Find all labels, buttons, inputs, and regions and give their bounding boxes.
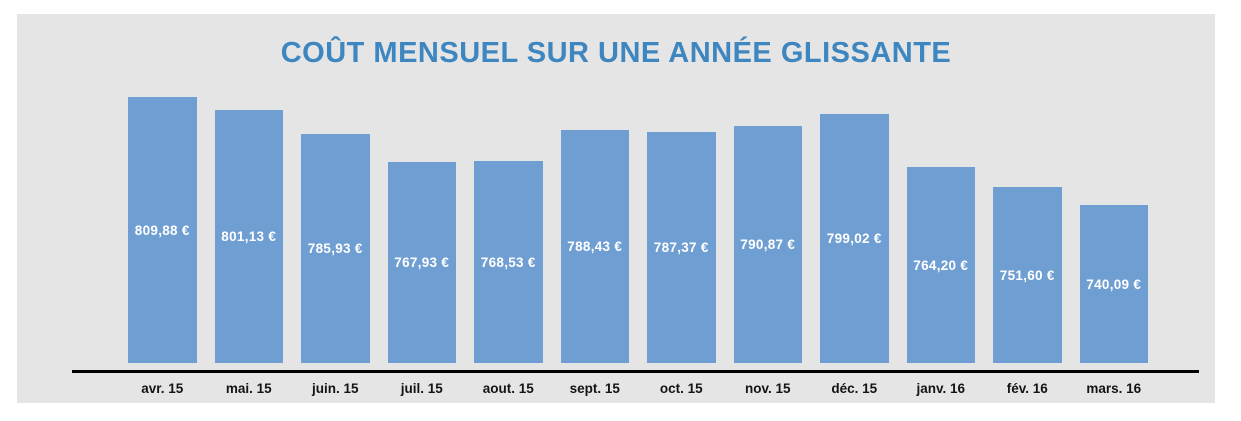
x-axis-label-7: oct. 15 — [659, 381, 703, 396]
bar-column-5: 768,53 € — [474, 161, 543, 363]
bar-column-11: 751,60 € — [993, 187, 1062, 363]
x-axis-label-6: sept. 15 — [569, 381, 620, 396]
bar-value-label: 740,09 € — [1086, 276, 1142, 292]
x-axis-label-9: déc. 15 — [831, 381, 878, 396]
x-axis-label-4: juil. 15 — [400, 381, 443, 396]
bar-value-label: 799,02 € — [826, 231, 882, 246]
x-axis-label-8: nov. 15 — [744, 381, 791, 396]
bar-column-1: 809,88 € — [128, 97, 197, 363]
bar-value-label: 764,20 € — [913, 257, 969, 273]
bar-value-label: 768,53 € — [480, 254, 536, 270]
bar-column-6: 788,43 € — [560, 130, 629, 363]
x-axis-label-10: janv. 16 — [916, 381, 966, 396]
x-axis-label-5: aout. 15 — [482, 381, 534, 396]
bar-column-8: 790,87 € — [733, 126, 802, 363]
bar-series: 809,88 € 801,13 € 785,93 € 767,93 € 768,… — [128, 81, 1148, 363]
x-axis-label-3: juin. 15 — [311, 381, 359, 396]
bar-column-4: 767,93 € — [387, 162, 456, 363]
bar-value-label: 787,37 € — [653, 240, 709, 255]
bar-value-label: 785,93 € — [307, 241, 363, 256]
bar-column-2: 801,13 € — [214, 110, 283, 363]
x-axis-label-1: avr. 15 — [141, 381, 184, 396]
bar-column-3: 785,93 € — [301, 134, 370, 363]
bar-value-label: 809,88 € — [134, 222, 190, 238]
bar-column-12: 740,09 € — [1079, 205, 1148, 363]
bar-column-10: 764,20 € — [906, 167, 975, 363]
bar-value-label: 767,93 € — [394, 255, 450, 270]
bar-column-9: 799,02 € — [820, 114, 889, 363]
bar-value-label: 788,43 € — [567, 239, 623, 254]
x-axis-labels: avr. 15 mai. 15 juin. 15 juil. 15 aout. 15 se… — [128, 381, 1148, 396]
bar-value-label: 801,13 € — [221, 229, 277, 244]
x-axis-line — [72, 370, 1199, 373]
bar-value-label: 790,87 € — [740, 237, 796, 252]
chart-panel: COÛT MENSUEL SUR UNE ANNÉE GLISSANTE 809… — [17, 14, 1215, 403]
x-axis-label-12: mars. 16 — [1086, 381, 1142, 396]
x-axis-label-11: fév. 16 — [1006, 381, 1048, 396]
x-axis-label-2: mai. 15 — [225, 381, 272, 396]
chart-title: COÛT MENSUEL SUR UNE ANNÉE GLISSANTE — [280, 37, 952, 69]
bar-column-7: 787,37 € — [647, 132, 716, 363]
bar-value-label: 751,60 € — [999, 267, 1055, 283]
